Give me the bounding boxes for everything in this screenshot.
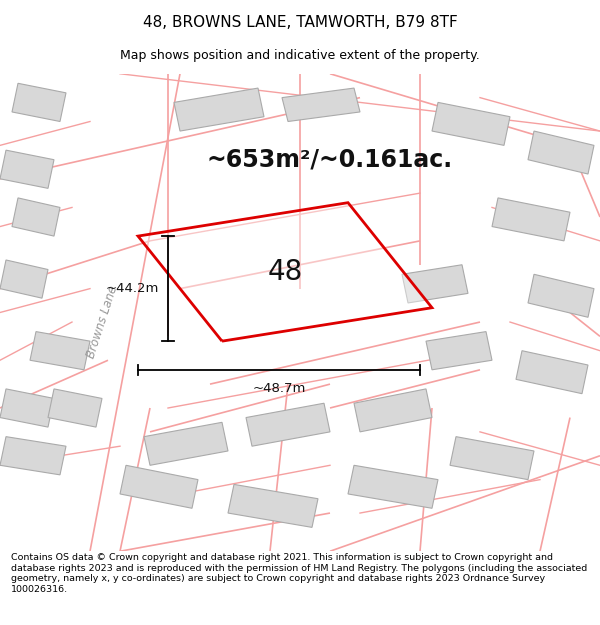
Text: ~48.7m: ~48.7m bbox=[253, 382, 305, 395]
Polygon shape bbox=[450, 437, 534, 479]
Text: ~44.2m: ~44.2m bbox=[106, 282, 159, 295]
Polygon shape bbox=[138, 202, 432, 341]
Polygon shape bbox=[0, 150, 54, 188]
Text: 48, BROWNS LANE, TAMWORTH, B79 8TF: 48, BROWNS LANE, TAMWORTH, B79 8TF bbox=[143, 14, 457, 29]
Polygon shape bbox=[402, 265, 468, 303]
Polygon shape bbox=[174, 88, 264, 131]
Polygon shape bbox=[120, 465, 198, 508]
Polygon shape bbox=[12, 198, 60, 236]
Polygon shape bbox=[228, 484, 318, 528]
Polygon shape bbox=[0, 389, 54, 427]
Polygon shape bbox=[0, 260, 48, 298]
Polygon shape bbox=[246, 403, 330, 446]
Text: 48: 48 bbox=[268, 258, 302, 286]
Polygon shape bbox=[492, 198, 570, 241]
Text: ~653m²/~0.161ac.: ~653m²/~0.161ac. bbox=[207, 148, 453, 172]
Text: Browns Lane: Browns Lane bbox=[84, 284, 120, 360]
Polygon shape bbox=[48, 389, 102, 427]
Polygon shape bbox=[30, 332, 90, 370]
Polygon shape bbox=[0, 437, 66, 475]
Text: Contains OS data © Crown copyright and database right 2021. This information is : Contains OS data © Crown copyright and d… bbox=[11, 554, 587, 594]
Polygon shape bbox=[516, 351, 588, 394]
Polygon shape bbox=[354, 389, 432, 432]
Polygon shape bbox=[144, 422, 228, 465]
Text: Map shows position and indicative extent of the property.: Map shows position and indicative extent… bbox=[120, 49, 480, 62]
Polygon shape bbox=[432, 102, 510, 146]
Polygon shape bbox=[282, 88, 360, 121]
Polygon shape bbox=[528, 274, 594, 318]
Polygon shape bbox=[12, 83, 66, 121]
Polygon shape bbox=[348, 465, 438, 508]
Polygon shape bbox=[426, 332, 492, 370]
Polygon shape bbox=[528, 131, 594, 174]
